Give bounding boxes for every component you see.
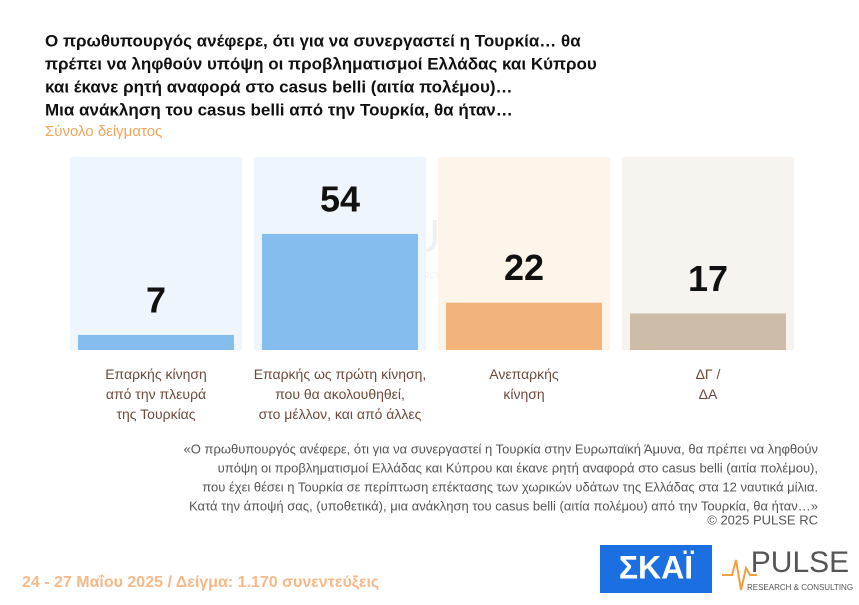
title-line: Μια ανάκληση του casus belli από την Του… (45, 100, 513, 119)
category-label: Επαρκής κίνηση από την πλευρά της Τουρκίας (105, 366, 207, 422)
footer: 24 - 27 Μαΐου 2025 / Δείγμα: 1.170 συνεν… (22, 574, 379, 591)
bar (630, 313, 786, 350)
note-line: υπόψη οι προβληματισμοί Ελλάδας και Κύπρ… (218, 460, 818, 475)
logo-pulse-wave (722, 559, 757, 591)
value-label: 7 (146, 279, 166, 320)
logo-pulse-tagline: RESEARCH & CONSULTING (747, 583, 853, 592)
logo-skai-box (600, 545, 712, 593)
copyright: © 2025 PULSE RC (707, 512, 818, 527)
panel (70, 157, 242, 350)
category-label-line: της Τουρκίας (116, 406, 195, 422)
category-label-line: από την πλευρά (106, 386, 206, 402)
category-label: Ανεπαρκής κίνηση (489, 366, 559, 402)
logo-skai: ΣΚΑΪ (619, 549, 694, 585)
note-line: Κατά την άποψή σας, (υποθετικά), μια ανά… (189, 498, 818, 513)
category-label: Επαρκής ως πρώτη κίνηση, που θα ακολουθηθ… (254, 366, 427, 422)
value-label: 22 (504, 247, 544, 288)
category-label-line: ΔΑ (699, 386, 718, 402)
bar (446, 302, 602, 350)
category-label-line: κίνηση (503, 386, 544, 402)
title-line: πρέπει να ληφθούν υπόψη οι προβληματισμο… (45, 54, 597, 73)
category-label-line: Επαρκής κίνηση (105, 366, 207, 382)
category-label-line: που θα ακολουθηθεί, (275, 386, 405, 402)
title-line: και έκανε ρητή αναφορά στο casus belli (… (45, 77, 513, 96)
category-label-line: Ανεπαρκής (489, 366, 559, 382)
category-label-line: στο μέλλον, και από άλλες (259, 406, 422, 422)
title-line: Ο πρωθυπουργός ανέφερε, ότι για να συνερ… (45, 31, 581, 50)
bar (78, 334, 234, 350)
category-label-line: Επαρκής ως πρώτη κίνηση, (254, 366, 427, 382)
value-label: 54 (320, 178, 360, 219)
category-label: ΔΓ / ΔΑ (696, 366, 721, 402)
subtitle: Σύνολο δείγματος (45, 123, 162, 140)
note-line: που έχει θέσει η Τουρκία σε περίπτωση επ… (202, 479, 818, 494)
note-line: «Ο πρωθυπουργός ανέφερε, ότι για να συνε… (184, 441, 818, 456)
logo-pulse: PULSE (751, 546, 849, 579)
bar (262, 233, 418, 350)
category-label-line: ΔΓ / (696, 366, 721, 382)
value-label: 17 (688, 258, 728, 299)
